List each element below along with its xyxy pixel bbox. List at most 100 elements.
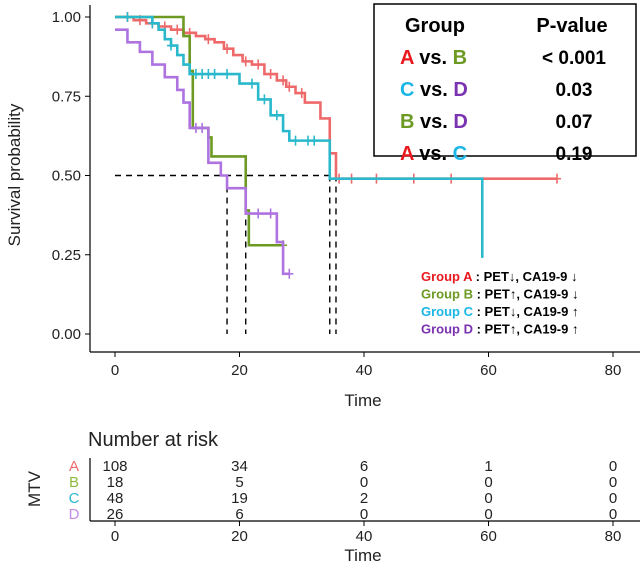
risk-cell: 18 [107,474,124,491]
censor-mark-D [254,208,263,219]
censor-mark-A [285,81,294,92]
pvalue-row-vs: vs. [414,111,453,133]
pvalue-row-value: 0.19 [556,144,593,165]
risk-x-tick-label: 40 [356,528,373,545]
pvalue-row-group-a: A [400,143,414,165]
risk-row-key: D [69,506,80,523]
x-tick-label: 20 [231,362,248,379]
x-tick-label: 60 [480,362,497,379]
censor-mark-C [123,12,132,22]
risk-table-row-label: MTV [25,470,44,507]
median-lines [115,174,337,334]
legend-group-word: Group [421,322,464,337]
x-axis-title: Time [344,391,381,410]
pvalue-row-comparison: B vs. D [400,111,468,133]
risk-cell: 34 [231,458,248,475]
censor-mark-C [167,40,176,51]
censor-mark-C [272,110,281,121]
pvalue-row-group-b: B [453,47,467,69]
pvalue-header-pvalue: P-value [536,15,607,37]
risk-cell: 0 [484,474,492,491]
x-tick-label: 80 [605,362,622,379]
censor-mark-C [210,69,219,80]
pvalue-row-vs: vs. [414,79,453,101]
pvalue-row-comparison: C vs. D [400,79,468,101]
risk-x-axis-title: Time [344,546,381,565]
censor-mark-A [204,34,213,45]
legend-group-desc: : PET↓, CA19-9 ↑ [477,304,579,319]
y-tick-label: 0.25 [52,247,81,264]
censor-mark-C [148,18,157,29]
series-D [115,28,294,279]
pvalue-row-group-a: C [400,79,414,101]
legend-entry-D: Group D : PET↑, CA19-9 ↑ [421,322,578,337]
censor-mark-D [285,268,294,279]
risk-cell: 19 [231,490,248,507]
pvalue-row-group-b: D [453,79,467,101]
y-tick-label: 0.00 [52,326,81,343]
pvalue-row-vs: vs. [414,47,453,69]
pvalue-row-value: < 0.001 [542,48,606,69]
risk-x-tick-label: 80 [605,528,622,545]
censor-mark-C [247,78,256,89]
risk-row-key: C [69,490,80,507]
legend-group-word: Group [421,269,463,284]
risk-row-key: B [69,474,79,491]
risk-cell: 0 [609,506,617,523]
pvalue-header-group: Group [405,15,465,37]
risk-cell: 108 [102,458,127,475]
series-C [115,12,484,258]
risk-cell: 5 [235,474,243,491]
risk-cell: 2 [360,490,368,507]
pvalue-table: Group P-value A vs. B < 0.001 C vs. D 0.03 B v… [373,3,637,165]
y-tick-label: 1.00 [52,9,81,26]
legend-group-desc: : PET↓, CA19-9 ↓ [476,269,578,284]
pvalue-row-vs: vs. [414,143,453,165]
risk-cell: 1 [484,458,492,475]
legend-group-letter: B [464,287,477,302]
legend-group-desc: : PET↑, CA19-9 ↑ [477,322,579,337]
risk-cell: 0 [360,506,368,523]
risk-row-key: A [69,458,79,475]
risk-cell: 0 [609,490,617,507]
group-legend: Group A : PET↓, CA19-9 ↓Group B : PET↑, … [421,269,578,337]
x-tick-label: 40 [356,362,373,379]
legend-entry-A: Group A : PET↓, CA19-9 ↓ [421,269,578,284]
legend-group-word: Group [421,304,464,319]
y-tick-label: 0.50 [52,168,81,185]
risk-cell: 26 [107,506,124,523]
pvalue-row-comparison: A vs. B [400,47,467,69]
censor-mark-C [260,94,269,105]
censor-mark-C [310,135,319,146]
x-tick-label: 0 [111,362,119,379]
legend-group-word: Group [421,287,464,302]
censor-mark-A [297,88,306,99]
pvalue-table-box [373,3,637,157]
censor-mark-A [173,24,182,35]
risk-cell: 6 [360,458,368,475]
censor-mark-C [291,135,300,146]
risk-cell: 6 [235,506,243,523]
censor-mark-D [198,122,207,133]
censor-mark-A [254,59,263,70]
pvalue-row-value: 0.03 [556,80,593,101]
risk-cell: 0 [609,474,617,491]
risk-cell: 0 [609,458,617,475]
pvalue-row-group-a: A [400,47,414,69]
pvalue-row-comparison: A vs. C [400,143,467,165]
y-tick-label: 0.75 [52,88,81,105]
y-axis-title: Survival probability [5,103,24,246]
risk-cell: 48 [107,490,124,507]
censor-mark-A [241,56,250,67]
survival-curve-A [115,15,557,180]
censor-mark-A [552,173,561,184]
risk-x-tick-label: 20 [231,528,248,545]
risk-cell: 0 [484,506,492,523]
pvalue-row-group-a: B [400,111,414,133]
risk-x-tick-label: 60 [480,528,497,545]
risk-table-title: Number at risk [88,429,219,451]
censor-mark-A [266,69,275,80]
legend-entry-C: Group C : PET↓, CA19-9 ↑ [421,304,578,319]
censor-mark-D [266,208,275,219]
censor-mark-A [279,75,288,86]
